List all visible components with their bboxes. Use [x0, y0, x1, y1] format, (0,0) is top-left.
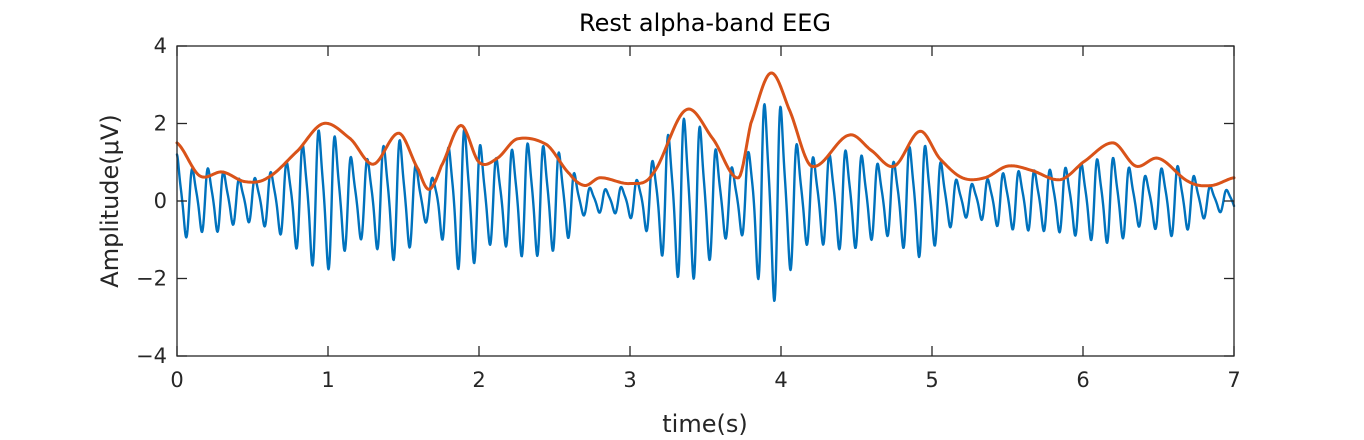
x-axis-label: time(s) [662, 410, 747, 438]
x-tick-label: 5 [925, 368, 938, 392]
x-tick-label: 1 [321, 368, 334, 392]
x-tick-label: 0 [170, 368, 183, 392]
y-tick-label: 2 [154, 112, 167, 136]
x-tick-label: 2 [472, 368, 485, 392]
y-tick-label: −4 [136, 344, 167, 368]
series-layer [175, 71, 1236, 303]
eeg-signal-line [175, 103, 1236, 303]
x-axis: 0 1 2 3 4 5 6 7 [170, 46, 1241, 392]
y-tick-label: −2 [136, 267, 167, 291]
x-tick-label: 7 [1227, 368, 1240, 392]
chart-title: Rest alpha-band EEG [579, 9, 831, 37]
x-tick-label: 4 [774, 368, 787, 392]
y-tick-label: 0 [154, 189, 167, 213]
y-axis-label: Amplitude(μV) [96, 114, 124, 287]
x-tick-label: 3 [623, 368, 636, 392]
y-tick-label: 4 [154, 34, 167, 58]
x-tick-label: 6 [1076, 368, 1089, 392]
envelope-line [175, 71, 1236, 191]
plot-box [176, 45, 1235, 357]
